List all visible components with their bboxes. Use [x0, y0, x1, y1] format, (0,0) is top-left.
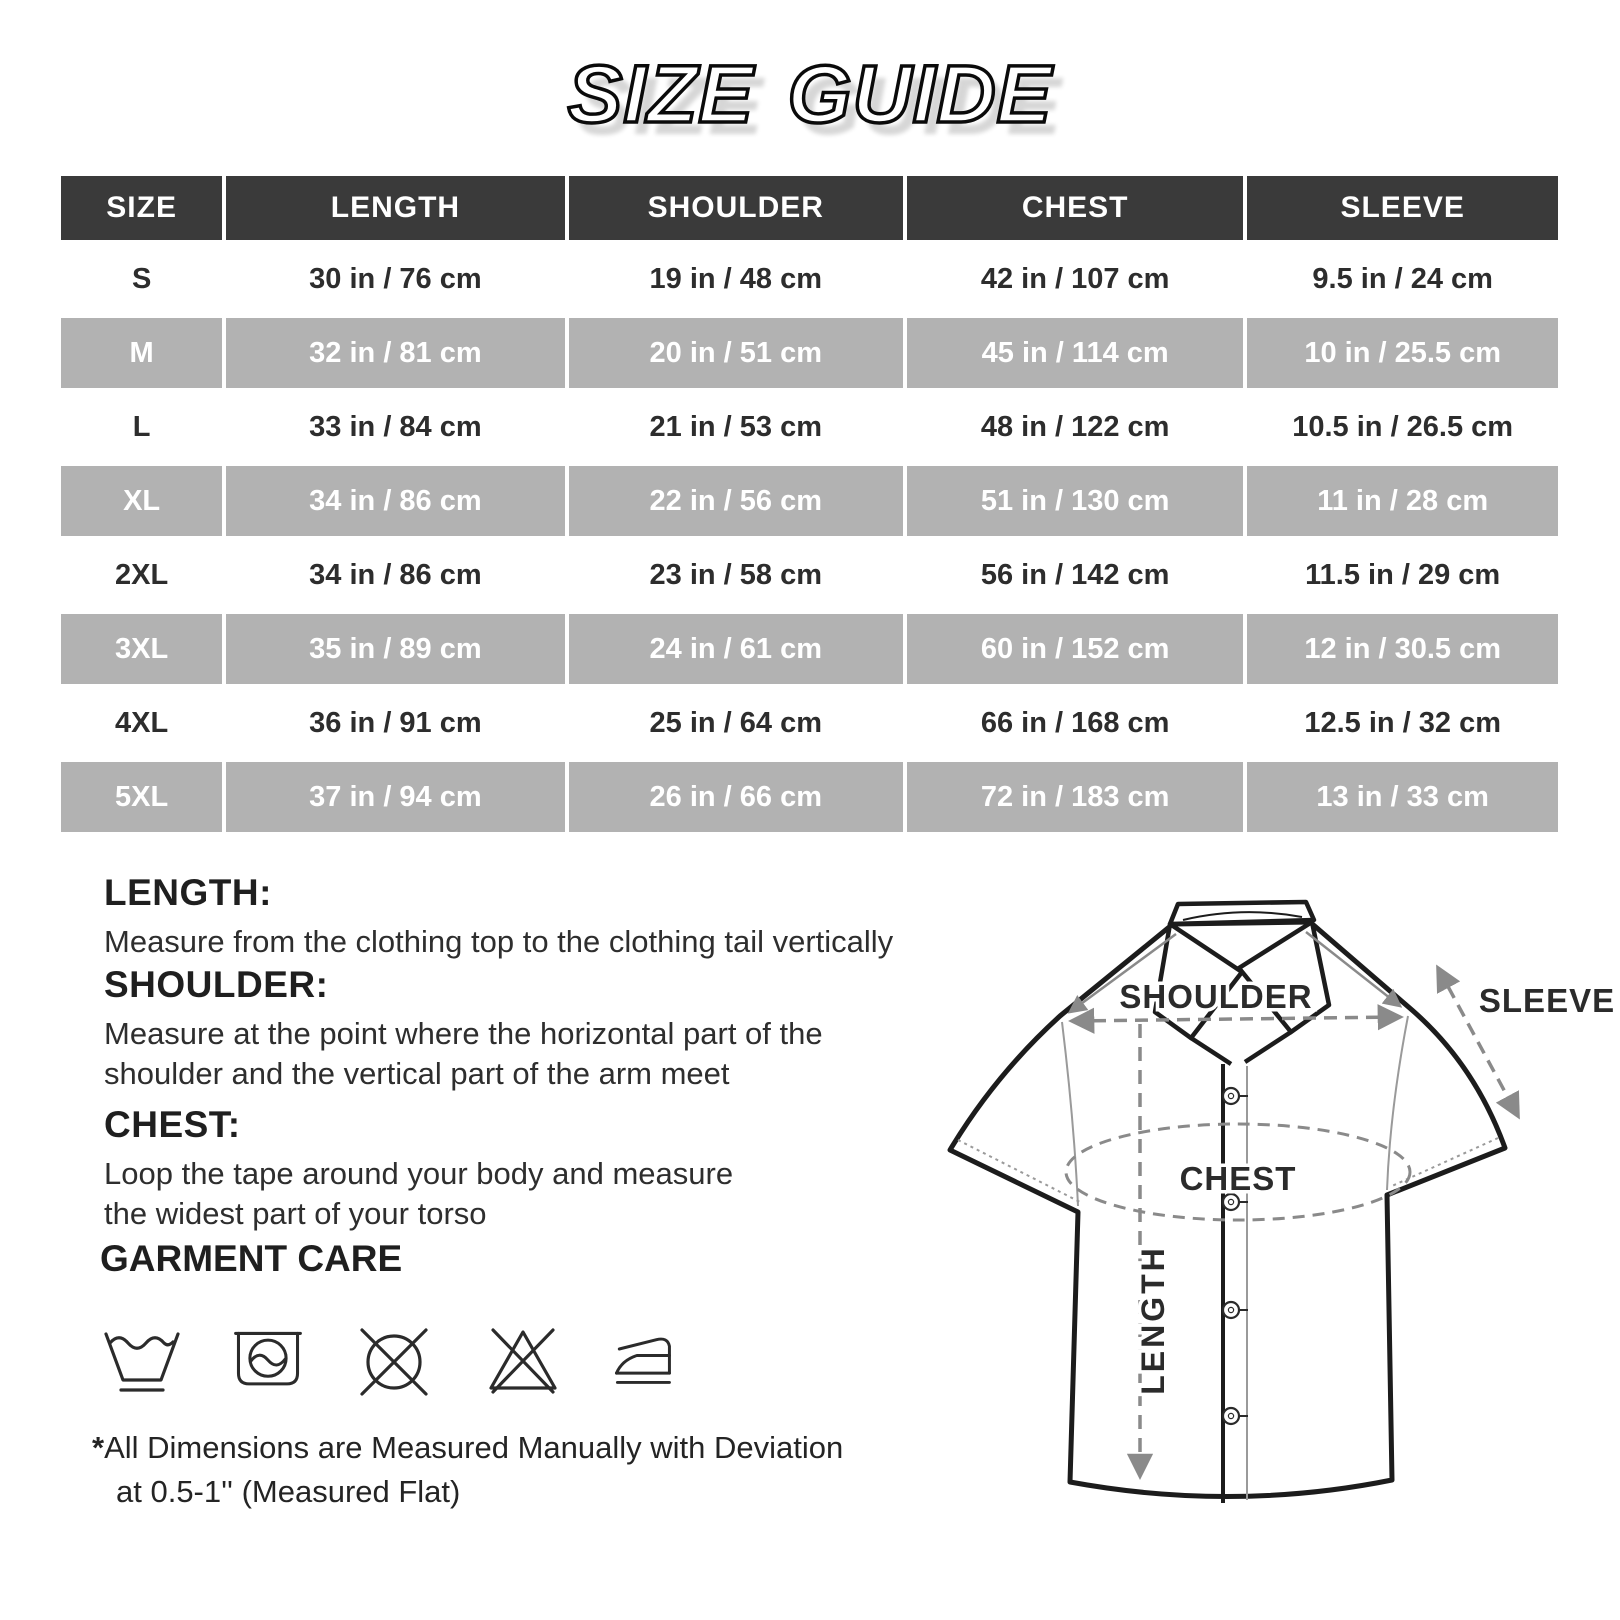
chest-cell: 60 in / 152 cm	[906, 614, 1244, 684]
diagram-chest-label: CHEST	[1180, 1160, 1297, 1197]
length-cell: 36 in / 91 cm	[226, 688, 565, 758]
disclaimer-line2: at 0.5-1'' (Measured Flat)	[116, 1474, 461, 1509]
chest-cell: 72 in / 183 cm	[906, 762, 1244, 832]
page-title: SIZE GUIDE	[566, 47, 1053, 142]
chest-section: CHEST: Loop the tape around your body an…	[104, 1104, 733, 1234]
sleeve-cell: 9.5 in / 24 cm	[1247, 244, 1558, 314]
chest-cell: 45 in / 114 cm	[906, 318, 1244, 388]
chest-description: Loop the tape around your body and measu…	[104, 1156, 734, 1231]
size-cell: 2XL	[61, 540, 223, 610]
chest-cell: 51 in / 130 cm	[906, 466, 1244, 536]
length-cell: 30 in / 76 cm	[226, 244, 565, 314]
shoulder-seam-arrow-right	[1305, 931, 1403, 1008]
length-cell: 37 in / 94 cm	[226, 762, 565, 832]
sleeve-cell: 10.5 in / 26.5 cm	[1247, 392, 1558, 462]
disclaimer-line1: All Dimensions are Measured Manually wit…	[104, 1430, 844, 1465]
shoulder-cell: 19 in / 48 cm	[568, 244, 903, 314]
sleeve-cell: 12 in / 30.5 cm	[1247, 614, 1558, 684]
size-cell: L	[61, 392, 223, 462]
shoulder-cell: 25 in / 64 cm	[568, 688, 903, 758]
shoulder-cell: 24 in / 61 cm	[568, 614, 903, 684]
shoulder-cell: 22 in / 56 cm	[568, 466, 903, 536]
disclaimer-star: *	[92, 1430, 105, 1465]
sleeve-cell: 10 in / 25.5 cm	[1247, 318, 1558, 388]
shoulder-cell: 23 in / 58 cm	[568, 540, 903, 610]
length-cell: 34 in / 86 cm	[226, 540, 565, 610]
length-description: Measure from the clothing top to the clo…	[104, 924, 894, 959]
sleeve-cell: 11 in / 28 cm	[1247, 466, 1558, 536]
do-not-dry-clean-icon	[360, 1328, 428, 1396]
diagram-shoulder-label: SHOULDER	[1119, 978, 1312, 1015]
length-heading: LENGTH:	[104, 872, 272, 913]
length-cell: 35 in / 89 cm	[226, 614, 565, 684]
size-table: SIZE LENGTH SHOULDER CHEST SLEEVE S 30 in…	[61, 176, 1558, 832]
shirt-measurement-diagram: SHOULDER SLEEVE CHEST LENGTH	[920, 850, 1620, 1510]
iron-icon	[615, 1337, 671, 1384]
garment-care-icons	[98, 1322, 688, 1402]
length-cell: 34 in / 86 cm	[226, 466, 565, 536]
buttons	[1221, 1086, 1248, 1426]
size-cell: M	[61, 318, 223, 388]
chest-cell: 48 in / 122 cm	[906, 392, 1244, 462]
diagram-sleeve-label: SLEEVE	[1479, 982, 1615, 1019]
sleeve-cell: 11.5 in / 29 cm	[1247, 540, 1558, 610]
shoulder-cell: 21 in / 53 cm	[568, 392, 903, 462]
sleeve-cell: 13 in / 33 cm	[1247, 762, 1558, 832]
gentle-wash-icon	[104, 1332, 180, 1392]
size-cell: 4XL	[61, 688, 223, 758]
column-header-shoulder: SHOULDER	[568, 176, 903, 240]
disclaimer: *All Dimensions are Measured Manually wi…	[92, 1426, 843, 1514]
shoulder-measure-line	[1068, 1004, 1404, 1034]
shoulder-section: SHOULDER: Measure at the point where the…	[104, 964, 823, 1094]
length-cell: 33 in / 84 cm	[226, 392, 565, 462]
diagram-length-label: LENGTH	[1135, 1245, 1171, 1395]
do-not-bleach-icon	[489, 1328, 557, 1394]
shoulder-heading: SHOULDER:	[104, 964, 329, 1005]
chest-cell: 56 in / 142 cm	[906, 540, 1244, 610]
size-cell: S	[61, 244, 223, 314]
garment-care-heading: GARMENT CARE	[100, 1238, 403, 1279]
sleeve-cell: 12.5 in / 32 cm	[1247, 688, 1558, 758]
size-cell: 3XL	[61, 614, 223, 684]
column-header-length: LENGTH	[226, 176, 565, 240]
shoulder-description: Measure at the point where the horizonta…	[104, 1016, 823, 1091]
chest-measure-ellipse	[1064, 1122, 1412, 1222]
shoulder-cell: 20 in / 51 cm	[568, 318, 903, 388]
chest-heading: CHEST:	[104, 1104, 241, 1145]
length-cell: 32 in / 81 cm	[226, 318, 565, 388]
size-cell: XL	[61, 466, 223, 536]
shoulder-seam-arrow-left	[1067, 932, 1177, 1014]
size-cell: 5XL	[61, 762, 223, 832]
length-section: LENGTH: Measure from the clothing top to…	[104, 872, 893, 962]
machine-wash-icon	[234, 1331, 302, 1386]
chest-cell: 66 in / 168 cm	[906, 688, 1244, 758]
column-header-sleeve: SLEEVE	[1247, 176, 1558, 240]
sleeve-measure-line	[1436, 964, 1520, 1120]
column-header-chest: CHEST	[906, 176, 1244, 240]
column-header-size: SIZE	[61, 176, 223, 240]
chest-cell: 42 in / 107 cm	[906, 244, 1244, 314]
shoulder-cell: 26 in / 66 cm	[568, 762, 903, 832]
shirt-diagram-svg: SHOULDER SLEEVE CHEST LENGTH	[947, 899, 1618, 1503]
